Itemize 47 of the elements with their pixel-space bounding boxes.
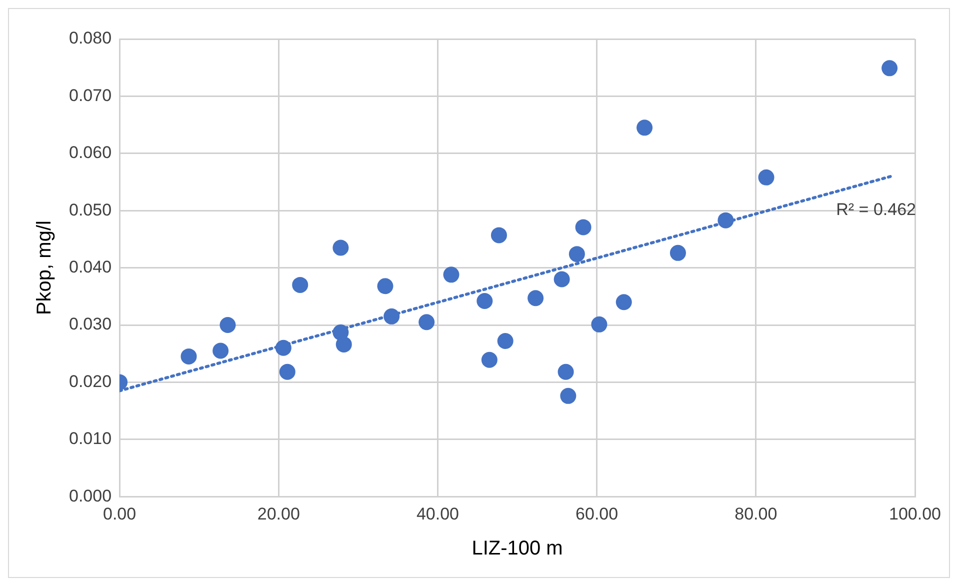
y-tick-label: 0.080 xyxy=(68,28,112,48)
point xyxy=(180,348,197,364)
point xyxy=(568,246,585,262)
y-tick-label: 0.000 xyxy=(68,486,112,506)
y-tick-label: 0.040 xyxy=(68,257,112,276)
x-axis-title: LIZ-100 m xyxy=(472,538,563,560)
y-tick-label: 0.060 xyxy=(68,143,112,162)
point xyxy=(292,276,308,293)
point xyxy=(332,240,349,256)
y-axis-title: Pkop, mg/l xyxy=(34,220,56,316)
point xyxy=(882,60,898,76)
x-tick-label: 60.00 xyxy=(576,504,618,524)
x-tick-label: 100.00 xyxy=(889,504,941,524)
y-tick-label: 0.070 xyxy=(68,86,112,105)
point xyxy=(377,278,394,294)
y-tick-label: 0.050 xyxy=(68,200,112,220)
point xyxy=(558,364,574,380)
point xyxy=(384,308,400,324)
point xyxy=(670,244,686,261)
point xyxy=(560,388,576,404)
point xyxy=(554,271,570,288)
point xyxy=(336,336,352,352)
point xyxy=(481,352,498,368)
y-tick-label: 0.010 xyxy=(68,429,112,448)
point xyxy=(591,316,608,332)
point xyxy=(616,294,632,310)
y-tick-label: 0.030 xyxy=(68,314,112,334)
point xyxy=(220,317,236,333)
x-tick-label: 80.00 xyxy=(734,504,778,524)
x-tick-label: 40.00 xyxy=(416,504,459,524)
point xyxy=(490,227,507,244)
point xyxy=(418,314,435,330)
point xyxy=(275,340,292,356)
point xyxy=(497,333,514,350)
point xyxy=(212,342,229,359)
y-tick-label: 0.020 xyxy=(68,372,112,391)
point xyxy=(443,266,460,283)
x-tick-label: 20.00 xyxy=(257,504,300,524)
point xyxy=(758,169,774,186)
point xyxy=(636,120,653,136)
point xyxy=(528,290,544,306)
annotation: R² = 0.462 xyxy=(836,200,916,219)
point xyxy=(279,364,296,380)
point xyxy=(575,219,592,236)
point xyxy=(476,292,493,309)
point xyxy=(718,212,734,228)
x-tick-label: 0.00 xyxy=(102,504,136,524)
